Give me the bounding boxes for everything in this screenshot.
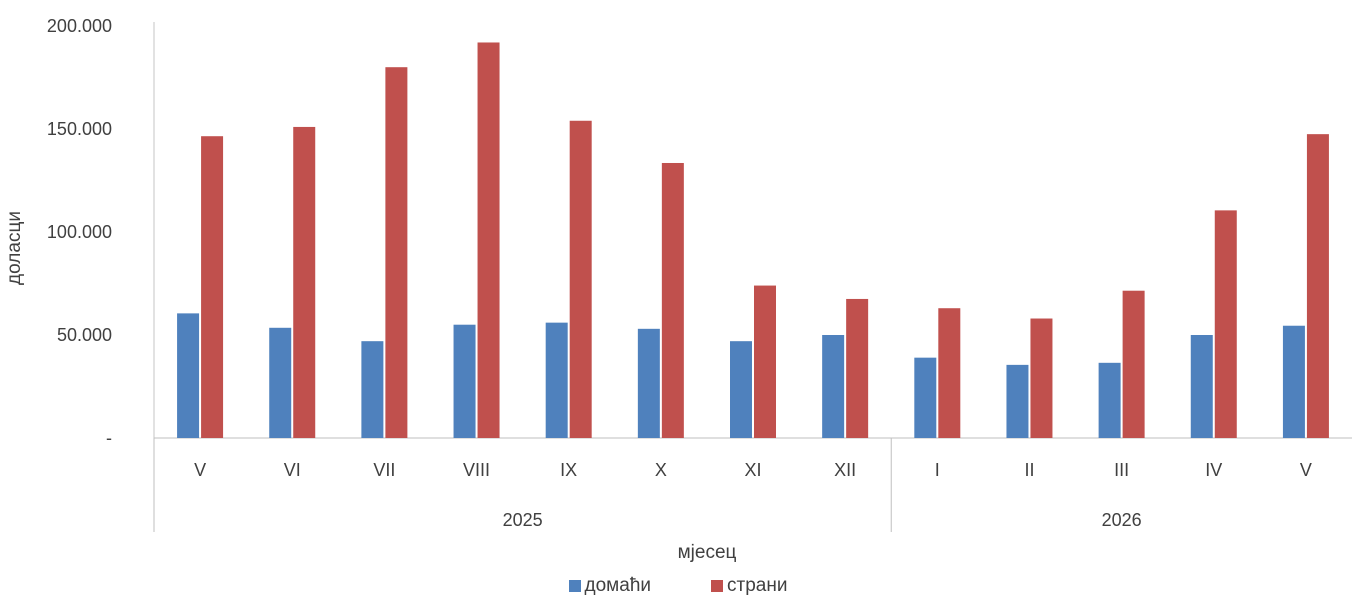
bar-domestic xyxy=(177,313,200,438)
legend-item-foreign: страни xyxy=(711,575,787,597)
bar-foreign xyxy=(293,126,316,438)
bar-domestic xyxy=(914,357,937,438)
x-tick-label: IV xyxy=(1205,460,1222,480)
x-tick-label: V xyxy=(1300,460,1312,480)
bar-domestic xyxy=(269,327,292,438)
bar-foreign xyxy=(569,120,592,438)
group-label: 2025 xyxy=(503,510,543,530)
x-tick-label: XI xyxy=(744,460,761,480)
y-tick-label: 200.000 xyxy=(47,16,112,36)
legend-swatch-foreign xyxy=(711,580,723,592)
bar-foreign xyxy=(1306,134,1329,438)
y-axis-title: доласци xyxy=(4,211,25,285)
group-label: 2026 xyxy=(1102,510,1142,530)
legend-swatch-domestic xyxy=(568,580,581,592)
x-tick-label: VIII xyxy=(463,460,490,480)
bar-domestic xyxy=(545,322,568,438)
bar-domestic xyxy=(361,341,384,438)
bar-foreign xyxy=(1030,318,1053,438)
bar-domestic xyxy=(637,328,660,438)
y-tick-label: 150.000 xyxy=(47,119,112,139)
legend-label-domestic: домаћи xyxy=(584,575,651,596)
x-tick-label: III xyxy=(1114,460,1129,480)
bar-domestic xyxy=(822,335,845,438)
x-tick-label: I xyxy=(935,460,940,480)
bar-domestic xyxy=(1190,335,1213,438)
x-tick-label: IX xyxy=(560,460,577,480)
bar-foreign xyxy=(846,298,869,438)
x-tick-label: V xyxy=(194,460,206,480)
x-tick-label: X xyxy=(655,460,667,480)
x-tick-label: XII xyxy=(834,460,856,480)
bar-foreign xyxy=(1122,290,1145,438)
bar-domestic xyxy=(1098,362,1121,438)
y-tick-label: 50.000 xyxy=(57,325,112,345)
bar-domestic xyxy=(1282,325,1305,438)
x-tick-label: II xyxy=(1024,460,1034,480)
x-tick-label: VI xyxy=(284,460,301,480)
bar-foreign xyxy=(938,308,961,438)
bar-foreign xyxy=(201,136,224,438)
legend-item-domestic: домаћи xyxy=(568,575,651,597)
legend-label-foreign: страни xyxy=(727,575,788,596)
bar-foreign xyxy=(754,285,776,438)
bar-domestic xyxy=(1006,364,1029,438)
x-axis-title: мјесец xyxy=(678,542,737,563)
bar-foreign xyxy=(1214,210,1237,438)
y-tick-label: 100.000 xyxy=(47,222,112,242)
x-tick-label: VII xyxy=(373,460,395,480)
bar-foreign xyxy=(385,67,408,438)
bar-foreign xyxy=(477,42,500,438)
bar-domestic xyxy=(453,324,476,438)
bar-foreign xyxy=(661,162,684,439)
y-tick-label: - xyxy=(106,428,112,448)
bar-domestic xyxy=(730,341,752,438)
legend: домаћи страни xyxy=(0,575,1356,597)
